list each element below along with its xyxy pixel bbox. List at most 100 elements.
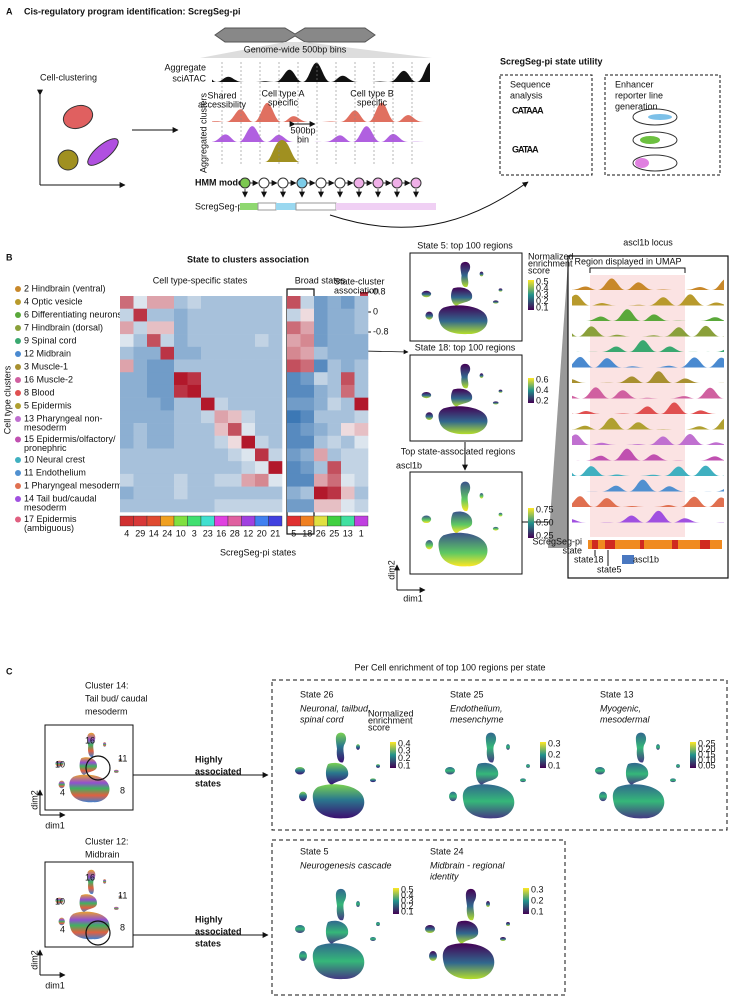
colorbar [528, 280, 534, 310]
label: Neuronal, tailbud, [300, 703, 371, 713]
heatmap-cell [120, 499, 134, 513]
heatmap-cell [187, 410, 202, 424]
state-color [133, 515, 148, 527]
heatmap-cell [287, 397, 301, 411]
heatmap-cell [287, 321, 301, 335]
heatmap-cell [268, 346, 283, 360]
heatmap-cell [354, 473, 369, 487]
heatmap-cell [174, 448, 188, 462]
track [572, 433, 724, 445]
heatmap-cell [314, 384, 328, 398]
label: Cell-clustering [40, 72, 97, 82]
track [212, 102, 430, 122]
heatmap-cell [300, 473, 315, 487]
state-segment [592, 540, 598, 549]
label: 10 Neural crest [24, 454, 86, 464]
label: 13 Pharyngeal non- [24, 413, 103, 423]
heatmap-cell [341, 359, 355, 373]
hmm-state [258, 177, 270, 189]
hmm-state [391, 177, 403, 189]
heatmap-cell [214, 321, 229, 335]
heatmap-cell [174, 346, 188, 360]
heatmap-cell [120, 308, 134, 322]
heatmap-cell [174, 308, 188, 322]
state-color [227, 515, 242, 527]
heatmap-cell [147, 334, 161, 348]
panel-a-shapes [37, 27, 721, 228]
label: Enhancer [615, 79, 654, 89]
heatmap-cell [241, 461, 256, 475]
track [572, 465, 724, 476]
heatmap-cell [287, 473, 301, 487]
track [572, 278, 724, 290]
heatmap-cell [228, 435, 242, 449]
label: 15 Epidermis/olfactory/ [24, 434, 116, 444]
heatmap-cell [241, 334, 256, 348]
heatmap-cell [214, 384, 229, 398]
heatmap-cell [120, 321, 134, 335]
label: dim2 [29, 790, 39, 810]
label: Per Cell enrichment of top 100 regions p… [354, 662, 545, 672]
colorbar [528, 378, 534, 403]
heatmap-cell [287, 423, 301, 437]
label: sciATAC [172, 73, 206, 83]
heatmap-cell [187, 346, 202, 360]
umap [595, 732, 680, 819]
heatmap-cell [327, 296, 342, 310]
heatmap-cell [341, 384, 355, 398]
heatmap-cell [160, 308, 175, 322]
cluster-dot [15, 416, 21, 422]
label: dim1 [45, 980, 65, 990]
heatmap-cell [133, 435, 148, 449]
label: dim1 [45, 820, 65, 830]
label: 10 [55, 896, 65, 906]
label: 500bp [290, 125, 315, 135]
heatmap-cell [187, 372, 202, 386]
cluster-dot [15, 496, 21, 502]
heatmap-cell [327, 435, 342, 449]
track [572, 340, 724, 352]
label: 5 Epidermis [24, 400, 72, 410]
label: State 18: top 100 regions [415, 342, 516, 352]
label: 0.05 [698, 760, 716, 770]
label: 0.50 [536, 517, 554, 527]
heatmap-cell [255, 334, 269, 348]
track [572, 356, 724, 368]
heatmap-cell [241, 486, 256, 500]
label: states [195, 778, 221, 788]
heatmap-cell [241, 372, 256, 386]
heatmap-cell [147, 461, 161, 475]
heatmap-cell [341, 308, 355, 322]
label: dim2 [386, 560, 396, 580]
heatmap-cell [133, 334, 148, 348]
label: mesoderm [24, 502, 67, 512]
label: 4 [60, 924, 65, 934]
heatmap-cell [314, 372, 328, 386]
state-segment [257, 202, 277, 211]
track [572, 402, 724, 414]
label: 0.5 [401, 884, 414, 894]
label: 0.1 [401, 906, 414, 916]
track [212, 140, 430, 162]
label: 0.4 [398, 738, 411, 748]
label: 0.2 [401, 901, 414, 911]
heatmap-cell [201, 321, 215, 335]
label: Neurogenesis cascade [300, 860, 392, 870]
cluster-dot [15, 325, 21, 331]
shape [62, 104, 94, 130]
heatmap-cell [354, 308, 369, 322]
heatmap-cell [241, 359, 256, 373]
label: 16 [85, 872, 95, 882]
heatmap-cell [354, 372, 369, 386]
heatmap-cell [327, 486, 342, 500]
shape [214, 27, 376, 43]
label: State 25 [450, 689, 484, 699]
heatmap-cell [133, 296, 148, 310]
heatmap-cell [133, 346, 148, 360]
state-color [173, 515, 188, 527]
label: 16 Muscle-2 [24, 374, 73, 384]
track [572, 309, 724, 321]
heatmap-cell [187, 334, 202, 348]
shape [635, 158, 649, 168]
heatmap-cell [287, 486, 301, 500]
